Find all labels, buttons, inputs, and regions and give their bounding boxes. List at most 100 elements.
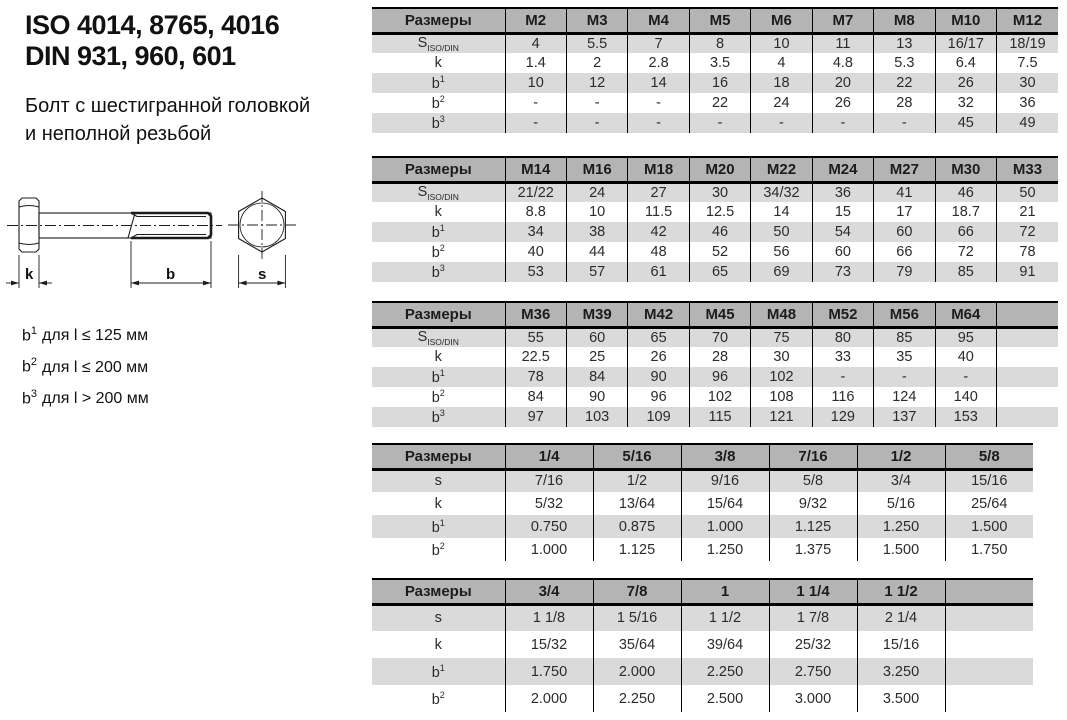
table-inch-threequarter-to-oneandhalf: Размеры 3/4 7/8 1 1 1/4 1 1/2 s 1 1/8 1 5/16 1 1/…	[372, 578, 1033, 712]
dimension-b: b	[130, 241, 212, 288]
table-cell: 10	[504, 73, 567, 93]
table-cell: 109	[627, 407, 690, 427]
table-cell: -	[688, 113, 751, 133]
column-header: 1/2	[856, 443, 945, 471]
table-cell: 48	[627, 242, 690, 262]
dimension-k-label: k	[25, 266, 34, 283]
table-cell: 9/32	[768, 492, 857, 515]
table-cell: 7/16	[504, 469, 593, 492]
table-metric-m14-m33: Размеры M14 M16 M18 M20 M22 M24 M27 M30 M33 SISO/D…	[372, 156, 1058, 282]
column-header: 1	[680, 578, 769, 606]
bolt-head-side-view	[18, 197, 40, 253]
table-cell: -	[627, 113, 690, 133]
table-cell: 60	[873, 222, 936, 242]
table-cell: -	[873, 367, 936, 387]
table-cell: 27	[627, 182, 690, 202]
table-cell: 10	[750, 33, 813, 53]
table-cell: -	[934, 367, 997, 387]
row-label: b2	[431, 243, 445, 261]
table-cell: 5.5	[565, 33, 628, 53]
table-cell: 16	[688, 73, 751, 93]
dimensions-table: Размеры M36 M39 M42 M45 M48 M52 M56 M64 SISO/DIN 5…	[372, 301, 1058, 427]
table-cell: 1.000	[680, 515, 769, 538]
table-cell: 17	[873, 202, 936, 222]
table-cell: 80	[811, 327, 874, 347]
table-cell: 3/4	[856, 469, 945, 492]
table-cell: 11.5	[627, 202, 690, 222]
table-cell: 65	[627, 327, 690, 347]
table-cell: 16/17	[934, 33, 997, 53]
column-header: 3/4	[504, 578, 593, 606]
table-cell: 21	[996, 202, 1058, 222]
column-header: 1 1/2	[856, 578, 945, 606]
row-label: b1	[431, 74, 445, 92]
table-cell: 28	[688, 347, 751, 367]
table-cell: 78	[504, 367, 567, 387]
dimensions-table: Размеры M14 M16 M18 M20 M22 M24 M27 M30 M33 SISO/D…	[372, 156, 1058, 282]
table-cell	[996, 347, 1058, 367]
table-cell: 4.8	[811, 53, 874, 73]
column-header: 5/8	[944, 443, 1033, 471]
table-cell: 15/16	[856, 631, 945, 658]
table-cell: 85	[873, 327, 936, 347]
size-header: Размеры	[372, 7, 505, 35]
table-cell: 41	[873, 182, 936, 202]
table-cell: 25/32	[768, 631, 857, 658]
column-header: M39	[565, 301, 628, 329]
table-cell: 15/32	[504, 631, 593, 658]
table-cell: 24	[750, 93, 813, 113]
document-subtitle: Болт с шестигранной головкой и неполной …	[25, 92, 310, 148]
table-cell: 4	[504, 33, 567, 53]
table-cell: 90	[565, 387, 628, 407]
table-metric-m36-m64: Размеры M36 M39 M42 M45 M48 M52 M56 M64 SISO/DIN 5…	[372, 301, 1058, 427]
table-cell: 2.000	[504, 685, 593, 712]
table-cell: 1.250	[856, 515, 945, 538]
row-label: b2	[431, 689, 445, 708]
table-cell: 1/2	[592, 469, 681, 492]
table-cell: 3.000	[768, 685, 857, 712]
table-cell: 24	[565, 182, 628, 202]
column-header: 1/4	[504, 443, 593, 471]
dimension-k: k	[6, 255, 52, 288]
table-cell: 30	[688, 182, 751, 202]
table-cell: 1.125	[592, 538, 681, 561]
row-label: b2	[431, 94, 445, 112]
table-cell: 35	[873, 347, 936, 367]
table-cell: 33	[811, 347, 874, 367]
table-cell: 73	[811, 262, 874, 282]
table-cell: 21/22	[504, 182, 567, 202]
row-label: b1	[431, 517, 445, 536]
table-cell: 108	[750, 387, 813, 407]
column-header: M27	[873, 156, 936, 184]
row-label: k	[434, 204, 442, 220]
table-cell: 61	[627, 262, 690, 282]
table-cell: 11	[811, 33, 874, 53]
table-cell: 25	[565, 347, 628, 367]
table-cell: 13	[873, 33, 936, 53]
table-cell: 6.4	[934, 53, 997, 73]
table-cell: 18/19	[996, 33, 1058, 53]
column-header: M22	[750, 156, 813, 184]
dimensions-table: Размеры M2 M3 M4 M5 M6 M7 M8 M10 M12 SISO/DIN 4 5.5 7…	[372, 7, 1058, 133]
table-cell: -	[811, 367, 874, 387]
column-header: M24	[811, 156, 874, 184]
table-cell: 15/64	[680, 492, 769, 515]
table-cell: 2.750	[768, 658, 857, 685]
table-cell: -	[627, 93, 690, 113]
table-cell: 84	[565, 367, 628, 387]
table-cell: 1 1/8	[504, 604, 593, 631]
table-cell: 36	[996, 93, 1058, 113]
table-cell: 5.3	[873, 53, 936, 73]
table-cell: 60	[811, 242, 874, 262]
row-label: b3	[431, 114, 445, 132]
table-inch-quarter-to-fiveeighths: Размеры 1/4 5/16 3/8 7/16 1/2 5/8 s 7/16 1/2 9/16 5…	[372, 443, 1033, 561]
table-cell: 102	[688, 387, 751, 407]
table-cell: 32	[934, 93, 997, 113]
table-cell: 10	[565, 202, 628, 222]
table-cell: 0.750	[504, 515, 593, 538]
table-cell: 38	[565, 222, 628, 242]
table-cell: 15/16	[944, 469, 1033, 492]
table-cell: 2	[565, 53, 628, 73]
table-cell: 42	[627, 222, 690, 242]
